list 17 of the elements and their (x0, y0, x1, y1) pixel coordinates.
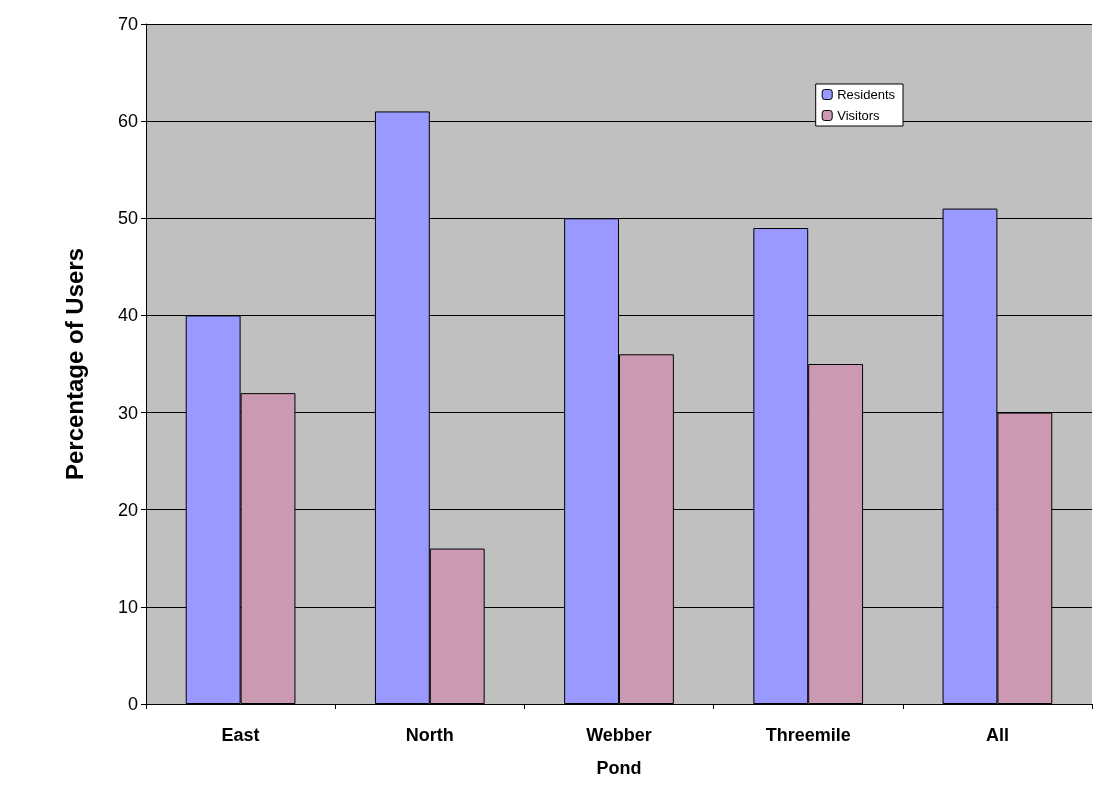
x-axis-title: Pond (596, 758, 642, 778)
y-tick-label: 40 (117, 305, 138, 326)
y-axis-title: Percentage of Users (60, 247, 88, 481)
x-tick-label: Threemile (765, 725, 851, 745)
x-tick-label: East (221, 725, 260, 745)
legend-label: Visitors (837, 108, 881, 123)
x-tick-label: North (405, 725, 454, 745)
x-tick-label: All (985, 725, 1009, 745)
x-tick-label: Webber (586, 725, 652, 745)
y-tick-label: 60 (117, 111, 138, 132)
y-tick-label: 0 (127, 694, 138, 714)
y-tick-label: 50 (117, 208, 138, 229)
y-tick-label: 30 (117, 402, 138, 423)
y-tick-label: 20 (117, 499, 138, 520)
y-tick-label: 10 (117, 596, 138, 617)
legend-label: Residents (837, 87, 896, 102)
y-tick-label: 70 (117, 14, 138, 34)
